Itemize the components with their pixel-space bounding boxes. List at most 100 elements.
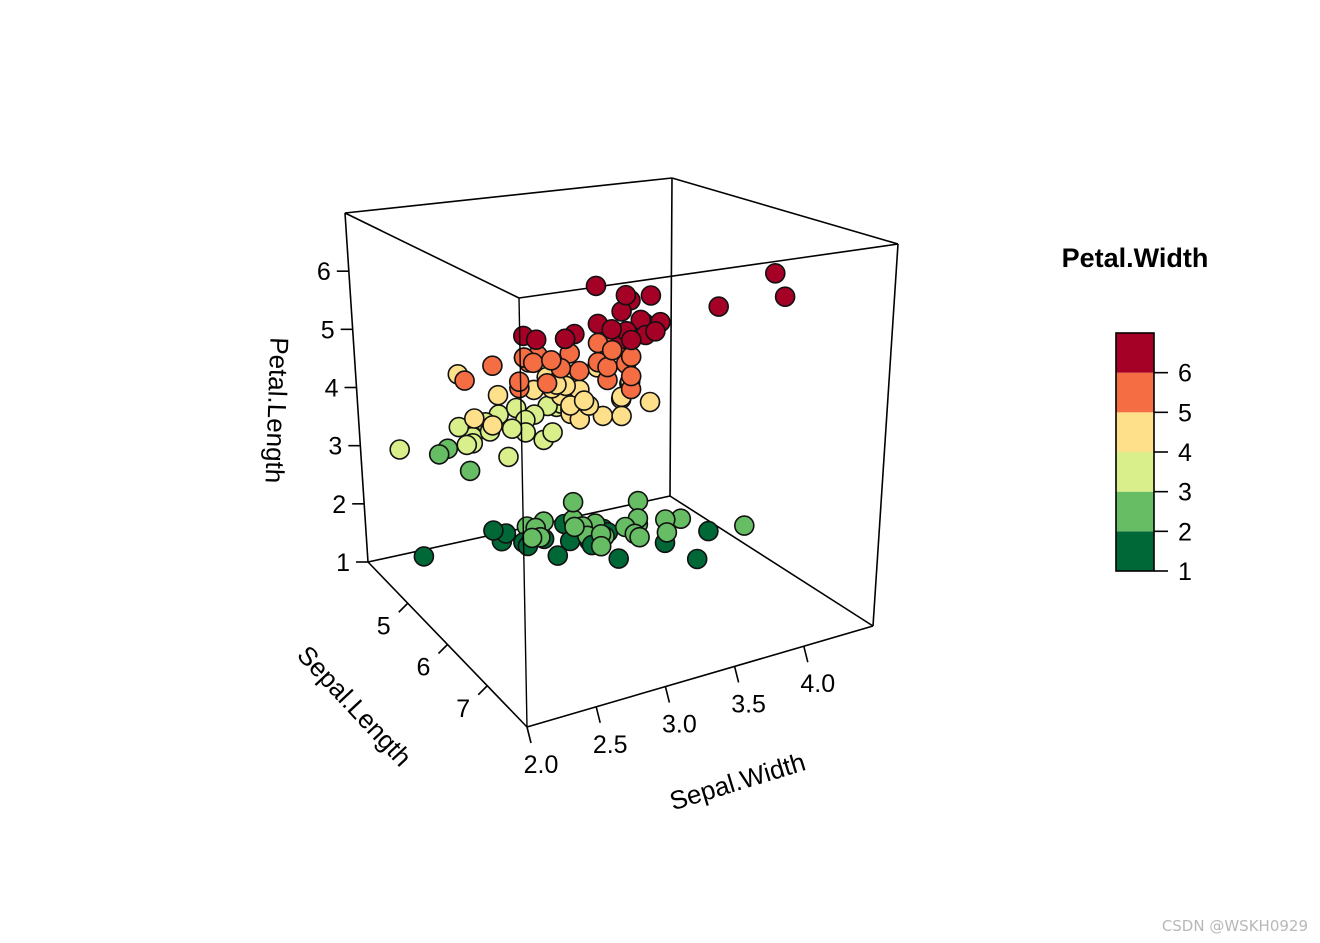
color-legend: Petal.Width 1 2 3 4 5 6 <box>1062 243 1209 586</box>
box-edge <box>518 243 899 299</box>
z-tick-label: 1 <box>336 549 350 577</box>
data-point <box>564 516 585 538</box>
data-point <box>459 460 481 482</box>
y-tick-label: 3.5 <box>731 690 766 718</box>
data-point <box>590 535 612 557</box>
z-tick-label: 2 <box>332 491 346 519</box>
x-tick <box>398 602 409 613</box>
x-tick <box>437 643 449 655</box>
box-edge <box>669 495 874 627</box>
z-tick-label: 5 <box>321 316 335 344</box>
data-point <box>597 356 618 378</box>
x-tick-label: 5 <box>377 612 391 640</box>
x-axis-title: Sepal.Length <box>291 640 417 773</box>
data-point <box>585 275 607 297</box>
box-edge-front <box>518 297 528 728</box>
box-edge <box>526 625 874 728</box>
data-point <box>501 418 523 440</box>
data-point <box>482 415 503 436</box>
data-point <box>611 405 632 427</box>
data-point <box>508 371 530 393</box>
data-point <box>640 285 662 306</box>
y-tick-label: 2.0 <box>524 751 559 779</box>
data-point <box>620 329 642 351</box>
data-point <box>542 422 563 443</box>
data-point <box>615 284 637 306</box>
data-point <box>483 520 504 541</box>
box-edge <box>872 243 899 627</box>
x-tick-label: 6 <box>417 654 431 682</box>
data-point <box>521 527 543 549</box>
x-tick-label: 7 <box>456 695 470 723</box>
data-point <box>733 515 755 536</box>
data-point <box>498 446 519 468</box>
data-point <box>573 390 595 411</box>
legend-swatch <box>1116 333 1154 373</box>
y-tick-label: 4.0 <box>800 670 835 698</box>
box-front-edges <box>518 297 528 728</box>
data-point <box>656 522 678 543</box>
legend-tick-label: 3 <box>1178 479 1192 507</box>
data-point <box>547 545 569 566</box>
legend-tick-label: 5 <box>1178 399 1192 427</box>
data-point <box>629 526 650 548</box>
data-point <box>601 318 623 340</box>
legend-swatch <box>1116 531 1154 571</box>
y-tick <box>526 726 532 744</box>
data-point <box>456 434 478 456</box>
data-point <box>620 365 642 387</box>
z-tick-label: 6 <box>317 258 331 286</box>
y-tick <box>664 686 671 703</box>
data-point <box>540 349 562 371</box>
data-point <box>601 339 623 361</box>
y-tick <box>803 646 809 663</box>
data-point <box>764 262 786 284</box>
x-tick <box>477 685 488 696</box>
z-tick-label: 4 <box>325 375 339 403</box>
data-point <box>448 416 470 438</box>
data-points <box>389 262 796 570</box>
y-tick <box>733 666 740 683</box>
data-point <box>525 329 547 351</box>
data-point <box>562 491 584 513</box>
box-edge <box>671 177 899 245</box>
data-point <box>487 384 509 406</box>
legend-tick-label: 1 <box>1178 558 1192 586</box>
data-point <box>536 372 558 394</box>
watermark: CSDN @WSKH0929 <box>1161 917 1308 935</box>
data-point <box>774 286 796 308</box>
legend-swatch <box>1116 412 1154 452</box>
data-point <box>482 355 503 377</box>
box-edge <box>344 177 673 214</box>
legend-tick-label: 4 <box>1178 439 1192 467</box>
box-back-edges <box>344 177 899 728</box>
legend-swatch <box>1116 372 1154 413</box>
data-point <box>627 490 649 512</box>
data-point <box>568 360 590 382</box>
data-point <box>608 548 630 569</box>
data-point <box>454 370 475 391</box>
data-point <box>463 408 485 429</box>
data-point <box>554 328 576 350</box>
legend-tick-label: 6 <box>1178 360 1192 388</box>
data-point <box>413 546 435 567</box>
z-axis-title: Petal.Length <box>259 337 294 484</box>
y-axis-title: Sepal.Width <box>666 747 809 817</box>
box-edge <box>669 177 673 497</box>
data-point <box>708 296 730 317</box>
data-point <box>645 320 666 342</box>
legend-tick-label: 2 <box>1178 518 1192 546</box>
y-tick <box>595 706 601 723</box>
legend-title: Petal.Width <box>1062 243 1209 273</box>
legend-swatch <box>1116 452 1154 492</box>
data-point <box>698 520 719 542</box>
box-edge <box>344 212 520 299</box>
data-point <box>686 548 708 570</box>
legend-swatch <box>1116 491 1154 532</box>
y-tick-label: 3.0 <box>662 711 697 739</box>
data-point <box>389 439 411 460</box>
y-tick-label: 2.5 <box>593 731 628 759</box>
data-point <box>428 444 450 465</box>
